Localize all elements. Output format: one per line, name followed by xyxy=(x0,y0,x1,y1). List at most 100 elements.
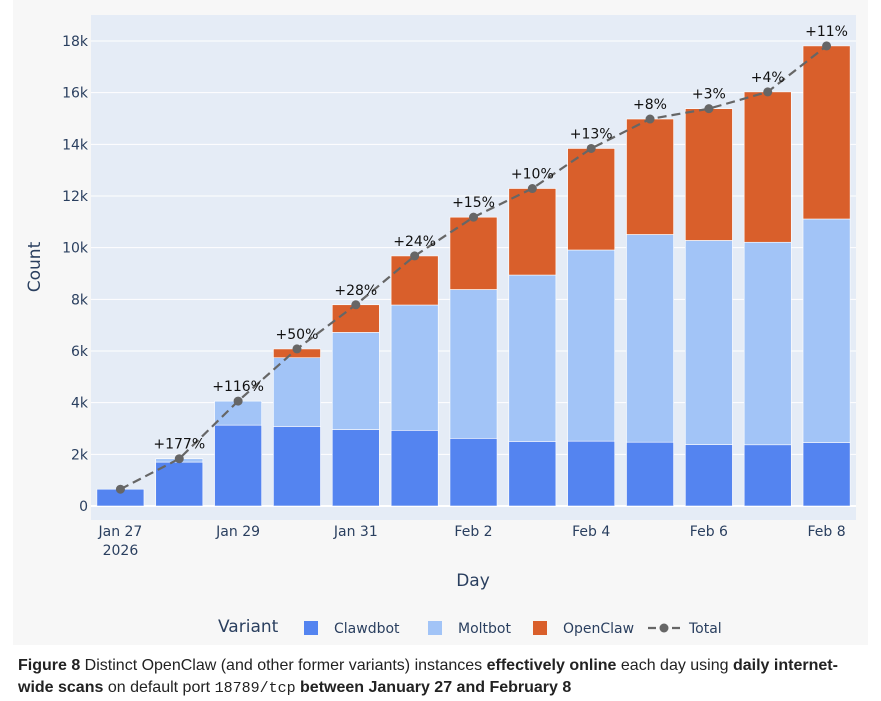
y-tick-label: 2k xyxy=(71,447,89,463)
total-marker-11 xyxy=(763,87,773,97)
x-axis-title: Day xyxy=(456,571,490,591)
y-tick-label: 14k xyxy=(62,137,89,153)
legend-title: Variant xyxy=(218,617,279,637)
growth-label-7: +10% xyxy=(511,167,554,183)
x-tick-label: Feb 2 xyxy=(454,524,492,540)
total-marker-7 xyxy=(527,184,537,194)
bar-openclaw-9 xyxy=(626,118,674,235)
y-tick-label: 16k xyxy=(62,86,89,102)
bar-moltbot-9 xyxy=(626,234,674,443)
bar-clawdbot-3 xyxy=(273,426,321,507)
legend-label-total: Total xyxy=(688,621,722,637)
total-marker-9 xyxy=(645,114,655,124)
total-marker-8 xyxy=(586,143,596,153)
figure-caption: Figure 8 Distinct OpenClaw (and other fo… xyxy=(18,655,868,700)
caption-bold-1: effectively online xyxy=(486,657,617,674)
growth-label-4: +28% xyxy=(334,283,377,299)
x-tick-label: Feb 8 xyxy=(807,524,845,540)
y-tick-label: 8k xyxy=(71,292,89,308)
growth-label-8: +13% xyxy=(570,126,613,142)
x-tick-label: Feb 6 xyxy=(690,524,728,540)
bar-moltbot-10 xyxy=(685,240,733,445)
bar-moltbot-4 xyxy=(331,332,380,430)
bar-clawdbot-5 xyxy=(390,430,439,507)
total-marker-10 xyxy=(704,104,714,114)
x-tick-label: Jan 31 xyxy=(333,524,378,540)
growth-label-11: +4% xyxy=(751,70,785,86)
bar-openclaw-11 xyxy=(743,91,792,243)
y-tick-label: 6k xyxy=(71,344,89,360)
bar-clawdbot-1 xyxy=(155,461,204,507)
bar-clawdbot-6 xyxy=(449,438,498,507)
total-marker-3 xyxy=(292,344,302,354)
bar-openclaw-12 xyxy=(802,45,851,220)
bar-moltbot-3 xyxy=(273,357,321,427)
total-line xyxy=(115,41,832,494)
legend-label-moltbot: Moltbot xyxy=(458,621,511,637)
bar-moltbot-6 xyxy=(449,289,498,439)
growth-label-1: +177% xyxy=(153,437,205,453)
bar-openclaw-10 xyxy=(685,108,733,241)
bar-openclaw-5 xyxy=(390,255,439,306)
caption-label: Figure 8 xyxy=(18,657,81,674)
bar-clawdbot-8 xyxy=(567,440,616,507)
growth-labels: +177% +116% +50% +28% +24% +15% +10% +13% +8% +3%… xyxy=(153,24,848,453)
legend: Variant Clawdbot Moltbot OpenClaw Total xyxy=(218,617,722,637)
bar-openclaw-4 xyxy=(331,304,380,333)
bar-clawdbot-11 xyxy=(743,444,792,507)
legend-swatch-total-marker xyxy=(659,623,669,633)
bar-moltbot-8 xyxy=(567,249,616,442)
total-marker-6 xyxy=(469,212,478,222)
growth-label-3: +50% xyxy=(276,327,319,343)
x-tick-label: Feb 4 xyxy=(572,524,610,540)
bar-openclaw-6 xyxy=(449,216,498,290)
legend-label-openclaw: OpenClaw xyxy=(563,621,634,637)
chart-panel: +177% +116% +50% +28% +24% +15% +10% +13% +8% +3%… xyxy=(13,0,868,645)
total-marker-4 xyxy=(351,300,361,310)
y-axis-ticks: 0 2k 4k 6k 8k 10k 12k 14k 16k 18k xyxy=(62,34,89,515)
legend-swatch-openclaw xyxy=(533,621,547,635)
growth-label-12: +11% xyxy=(805,24,848,40)
total-marker-2 xyxy=(233,396,243,406)
bar-clawdbot-4 xyxy=(331,429,380,507)
caption-port-code: 18789/tcp xyxy=(214,680,296,697)
y-axis-title: Count xyxy=(25,241,45,292)
y-tick-label: 10k xyxy=(62,241,89,257)
bar-moltbot-5 xyxy=(390,304,439,431)
bars xyxy=(96,45,851,507)
caption-bold-2: daily internet-wide scans xyxy=(18,657,838,696)
legend-swatch-clawdbot xyxy=(304,621,318,635)
bar-openclaw-7 xyxy=(508,188,557,276)
y-tick-label: 12k xyxy=(62,189,89,205)
y-tick-label: 18k xyxy=(62,34,89,50)
caption-text-2: each day using xyxy=(616,657,733,674)
growth-label-6: +15% xyxy=(452,195,495,211)
legend-swatch-moltbot xyxy=(428,621,442,635)
caption-text-1: Distinct OpenClaw (and other former vari… xyxy=(80,657,487,674)
bar-clawdbot-9 xyxy=(626,441,674,507)
total-marker-1 xyxy=(174,454,184,464)
y-tick-label: 4k xyxy=(71,396,89,412)
bar-moltbot-11 xyxy=(743,241,792,446)
caption-bold-3: between January 27 and February 8 xyxy=(300,679,572,696)
x-tick-label: Jan 29 xyxy=(215,524,260,540)
y-tick-label: 0 xyxy=(79,499,88,515)
caption-text-3: on default port xyxy=(103,679,215,696)
bar-clawdbot-12 xyxy=(802,442,851,507)
bar-openclaw-8 xyxy=(567,148,616,251)
bar-clawdbot-2 xyxy=(214,424,262,507)
x-axis-ticks: Jan 27 2026 Jan 29 Jan 31 Feb 2 Feb 4 Feb 6 Feb… xyxy=(97,524,845,559)
x-tick-label: Jan 27 2026 xyxy=(97,524,142,559)
total-marker-5 xyxy=(410,251,420,261)
growth-label-10: +3% xyxy=(692,87,726,103)
growth-label-9: +8% xyxy=(633,97,667,113)
legend-label-clawdbot: Clawdbot xyxy=(334,621,400,637)
bar-moltbot-12 xyxy=(802,218,851,443)
bar-clawdbot-10 xyxy=(685,444,733,507)
stacked-bar-chart: +177% +116% +50% +28% +24% +15% +10% +13% +8% +3%… xyxy=(25,15,856,637)
total-marker-0 xyxy=(115,484,125,494)
growth-label-5: +24% xyxy=(393,234,436,250)
growth-label-2: +116% xyxy=(212,379,264,395)
bar-moltbot-7 xyxy=(508,274,557,442)
total-marker-12 xyxy=(822,41,832,51)
